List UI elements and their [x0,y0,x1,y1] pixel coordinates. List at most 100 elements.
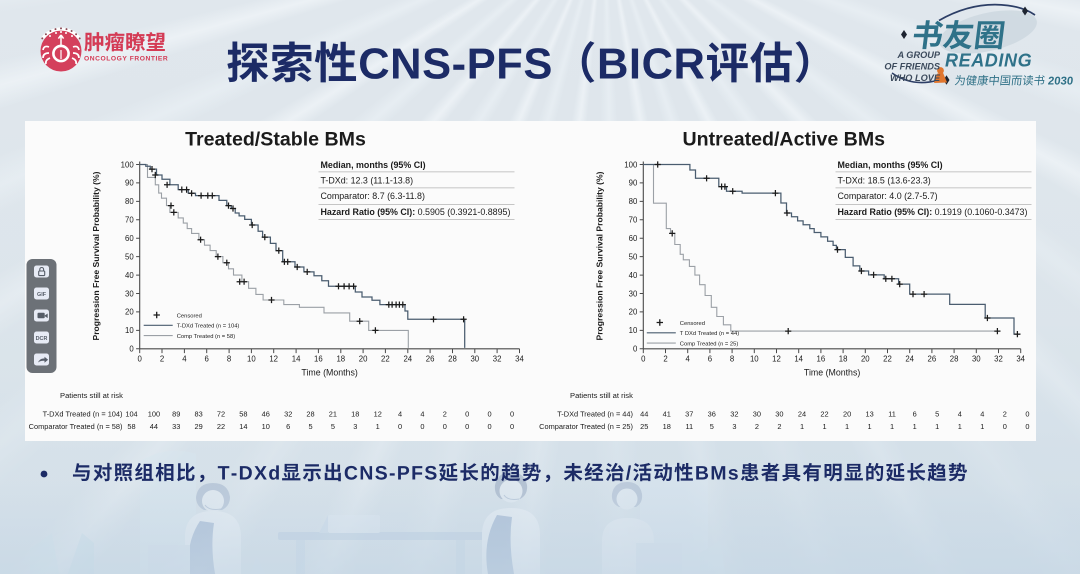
svg-text:WHO LOVE: WHO LOVE [890,73,941,83]
svg-text:2: 2 [443,409,447,418]
svg-text:2: 2 [1003,409,1007,418]
svg-text:0: 0 [465,409,469,418]
svg-text:25: 25 [640,422,648,431]
svg-text:6: 6 [286,422,290,431]
svg-text:4: 4 [980,409,984,418]
svg-text:20: 20 [125,308,134,317]
svg-text:Censored: Censored [680,321,705,327]
svg-text:0: 0 [510,409,514,418]
svg-text:21: 21 [329,409,337,418]
svg-text:3: 3 [732,422,736,431]
svg-text:Time (Months): Time (Months) [804,368,860,378]
svg-text:46: 46 [262,409,270,418]
svg-text:90: 90 [629,179,638,188]
svg-text:DCR: DCR [36,336,48,342]
svg-text:Comparator: 4.0 (2.7-5.7): Comparator: 4.0 (2.7-5.7) [838,191,938,201]
svg-text:10: 10 [629,326,638,335]
svg-text:28: 28 [448,355,457,364]
svg-text:10: 10 [247,355,256,364]
svg-text:22: 22 [381,355,390,364]
svg-text:0: 0 [465,422,469,431]
svg-text:1: 1 [913,422,917,431]
svg-text:32: 32 [730,409,738,418]
svg-text:50: 50 [629,252,638,261]
svg-text:20: 20 [861,355,870,364]
svg-text:44: 44 [150,422,158,431]
svg-text:24: 24 [403,355,412,364]
svg-text:4: 4 [686,355,691,364]
svg-text:1: 1 [800,422,804,431]
svg-text:4: 4 [182,355,187,364]
svg-text:34: 34 [515,355,524,364]
svg-text:104: 104 [125,409,137,418]
svg-text:30: 30 [972,355,981,364]
svg-text:89: 89 [172,409,180,418]
svg-text:ONCOLOGY FRONTIER: ONCOLOGY FRONTIER [84,56,168,63]
svg-text:26: 26 [928,355,937,364]
svg-text:T-DXd Treated (n = 104): T-DXd Treated (n = 104) [177,324,240,330]
svg-text:30: 30 [775,409,783,418]
svg-text:T-DXd: 12.3 (11.1-13.8): T-DXd: 12.3 (11.1-13.8) [321,176,414,186]
svg-text:12: 12 [772,355,781,364]
svg-text:40: 40 [629,271,638,280]
svg-text:0: 0 [129,345,134,354]
svg-text:0: 0 [641,355,646,364]
svg-text:2: 2 [160,355,164,364]
svg-text:T-DXd Treated (n = 44): T-DXd Treated (n = 44) [557,409,633,418]
svg-text:Comparator Treated (n = 58): Comparator Treated (n = 58) [29,422,123,431]
svg-text:Untreated/Active BMs: Untreated/Active BMs [683,129,886,151]
svg-text:0: 0 [1025,409,1029,418]
svg-text:Progression Free Survival Prob: Progression Free Survival Probability (%… [91,171,101,340]
svg-text:T-DXd: 18.5 (13.6-23.3): T-DXd: 18.5 (13.6-23.3) [838,176,931,186]
svg-text:1: 1 [845,422,849,431]
svg-text:Progression Free Survival Prob: Progression Free Survival Probability (%… [595,171,605,340]
svg-text:3: 3 [353,422,357,431]
svg-text:30: 30 [470,355,479,364]
svg-text:80: 80 [125,197,134,206]
svg-text:32: 32 [994,355,1003,364]
svg-text:0: 0 [398,422,402,431]
svg-text:8: 8 [730,355,734,364]
svg-text:83: 83 [194,409,202,418]
svg-text:6: 6 [913,409,917,418]
svg-text:37: 37 [685,409,693,418]
svg-text:4: 4 [420,409,424,418]
svg-text:Patients still at risk: Patients still at risk [570,391,633,400]
svg-text:34: 34 [1016,355,1025,364]
svg-text:Treated/Stable BMs: Treated/Stable BMs [185,129,366,151]
svg-text:29: 29 [194,422,202,431]
svg-text:1: 1 [890,422,894,431]
svg-text:22: 22 [217,422,225,431]
svg-text:1: 1 [958,422,962,431]
svg-text:80: 80 [629,197,638,206]
svg-text:4: 4 [958,409,962,418]
svg-text:16: 16 [817,355,826,364]
svg-text:Censored: Censored [177,313,202,319]
svg-text:50: 50 [125,252,134,261]
svg-text:70: 70 [629,216,638,225]
svg-text:14: 14 [292,355,301,364]
svg-text:Hazard Ratio (95% CI): 0.1919: Hazard Ratio (95% CI): 0.1919 (0.1060-0.… [838,207,1028,217]
svg-text:6: 6 [708,355,712,364]
svg-text:11: 11 [888,409,896,418]
svg-text:1: 1 [980,422,984,431]
svg-text:10: 10 [262,422,270,431]
svg-text:2: 2 [777,422,781,431]
svg-text:44: 44 [640,409,648,418]
svg-text:1: 1 [822,422,826,431]
svg-text:22: 22 [820,409,828,418]
svg-text:24: 24 [905,355,914,364]
svg-text:41: 41 [663,409,671,418]
svg-text:32: 32 [284,409,292,418]
svg-text:20: 20 [359,355,368,364]
svg-text:32: 32 [493,355,502,364]
svg-text:58: 58 [239,409,247,418]
svg-text:0: 0 [1025,422,1029,431]
svg-text:Median, months (95% CI): Median, months (95% CI) [838,160,943,170]
svg-text:22: 22 [883,355,892,364]
svg-text:0: 0 [1003,422,1007,431]
svg-text:14: 14 [239,422,247,431]
svg-text:40: 40 [125,271,134,280]
svg-text:30: 30 [753,409,761,418]
svg-text:10: 10 [750,355,759,364]
